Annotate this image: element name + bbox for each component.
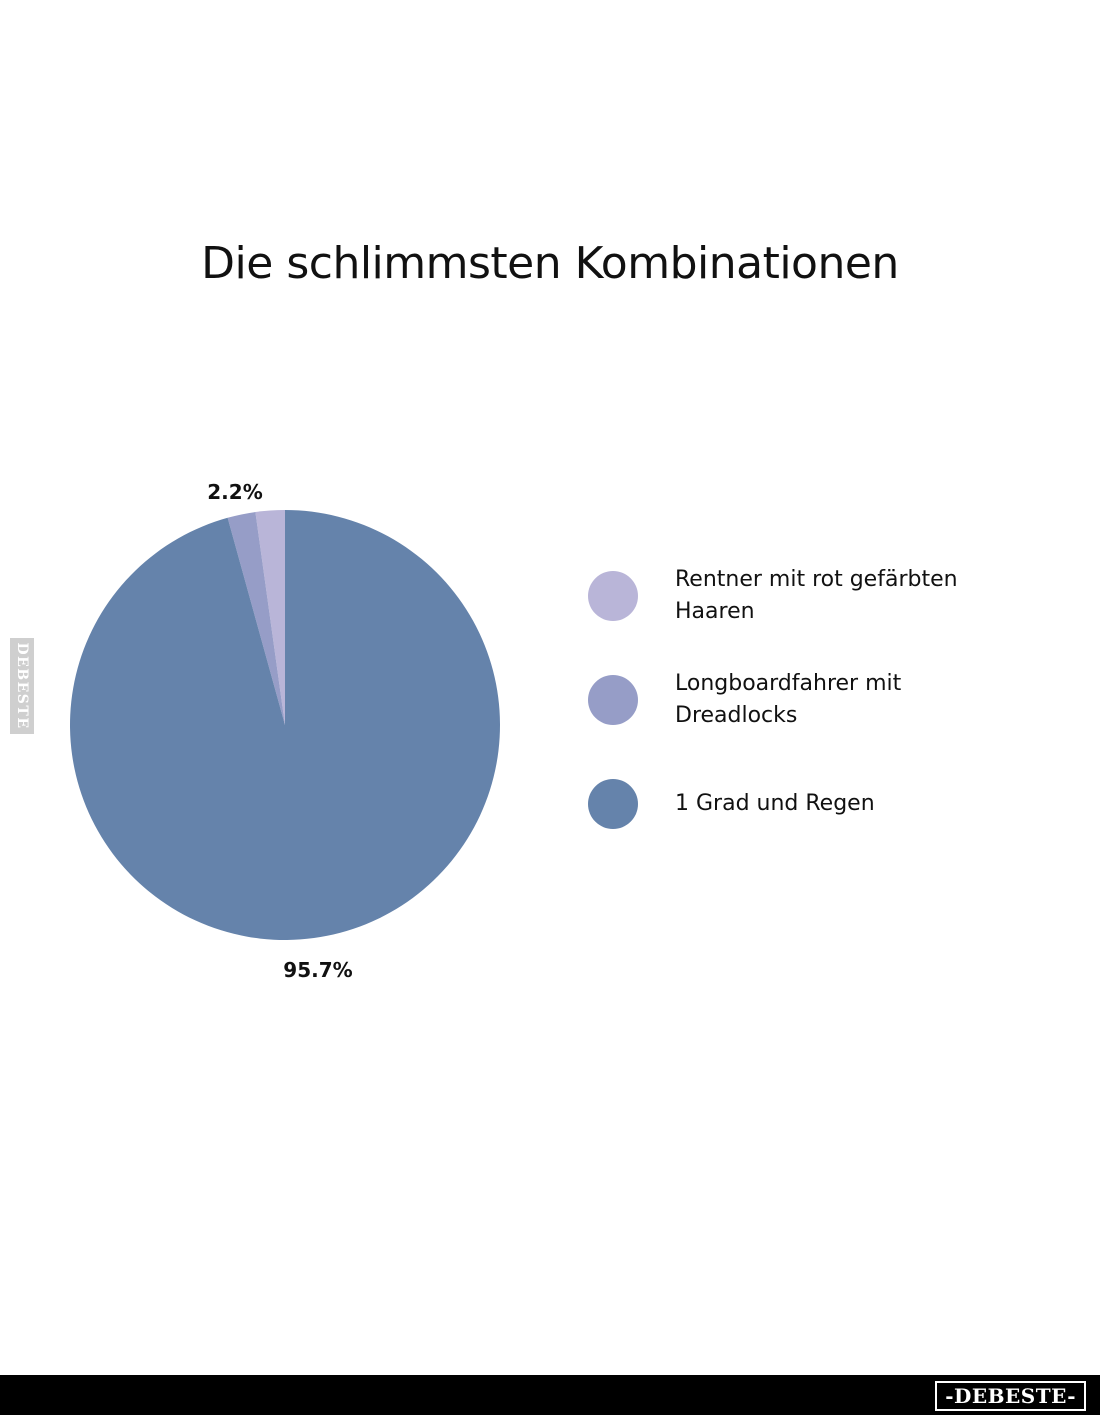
pie-slice-1-grad-und-regen [70,510,501,940]
legend-label-grad-regen: 1 Grad und Regen [675,791,875,816]
footer-logo: -DEBESTE- [935,1381,1086,1411]
legend-swatch-rentner [588,571,638,621]
pie-slice-labels: 2.2% 95.7% [207,480,352,982]
chart-title: Die schlimmsten Kombinationen [201,238,899,289]
legend-item-longboardfahrer: Longboardfahrer mit Dreadlocks [588,666,1048,734]
legend-swatch-longboardfahrer [588,675,638,725]
legend-swatch-grad-regen [588,779,638,829]
footer-bar: -DEBESTE- [0,1375,1100,1415]
legend-label-longboardfahrer: Longboardfahrer mit Dreadlocks [675,671,902,728]
pie-data-label-1-grad-und-regen: 95.7% [283,958,352,982]
pie-data-label-rentner-mit-rot-gef-rbten-haaren: 2.2% [207,480,262,504]
pie-slices [70,510,501,940]
legend: Rentner mit rot gefärbten Haaren Longboa… [588,562,1048,874]
side-watermark-text: DEBESTE [14,642,30,730]
pie-slice-longboardfahrer-mit-dreadlocks [227,512,285,725]
legend-item-rentner: Rentner mit rot gefärbten Haaren [588,562,1048,630]
side-watermark: DEBESTE [10,638,34,734]
pie-slice-rentner-mit-rot-gef-rbten-haaren [255,510,285,725]
legend-item-grad-regen: 1 Grad und Regen [588,770,1048,838]
legend-label-rentner: Rentner mit rot gefärbten Haaren [675,567,958,624]
